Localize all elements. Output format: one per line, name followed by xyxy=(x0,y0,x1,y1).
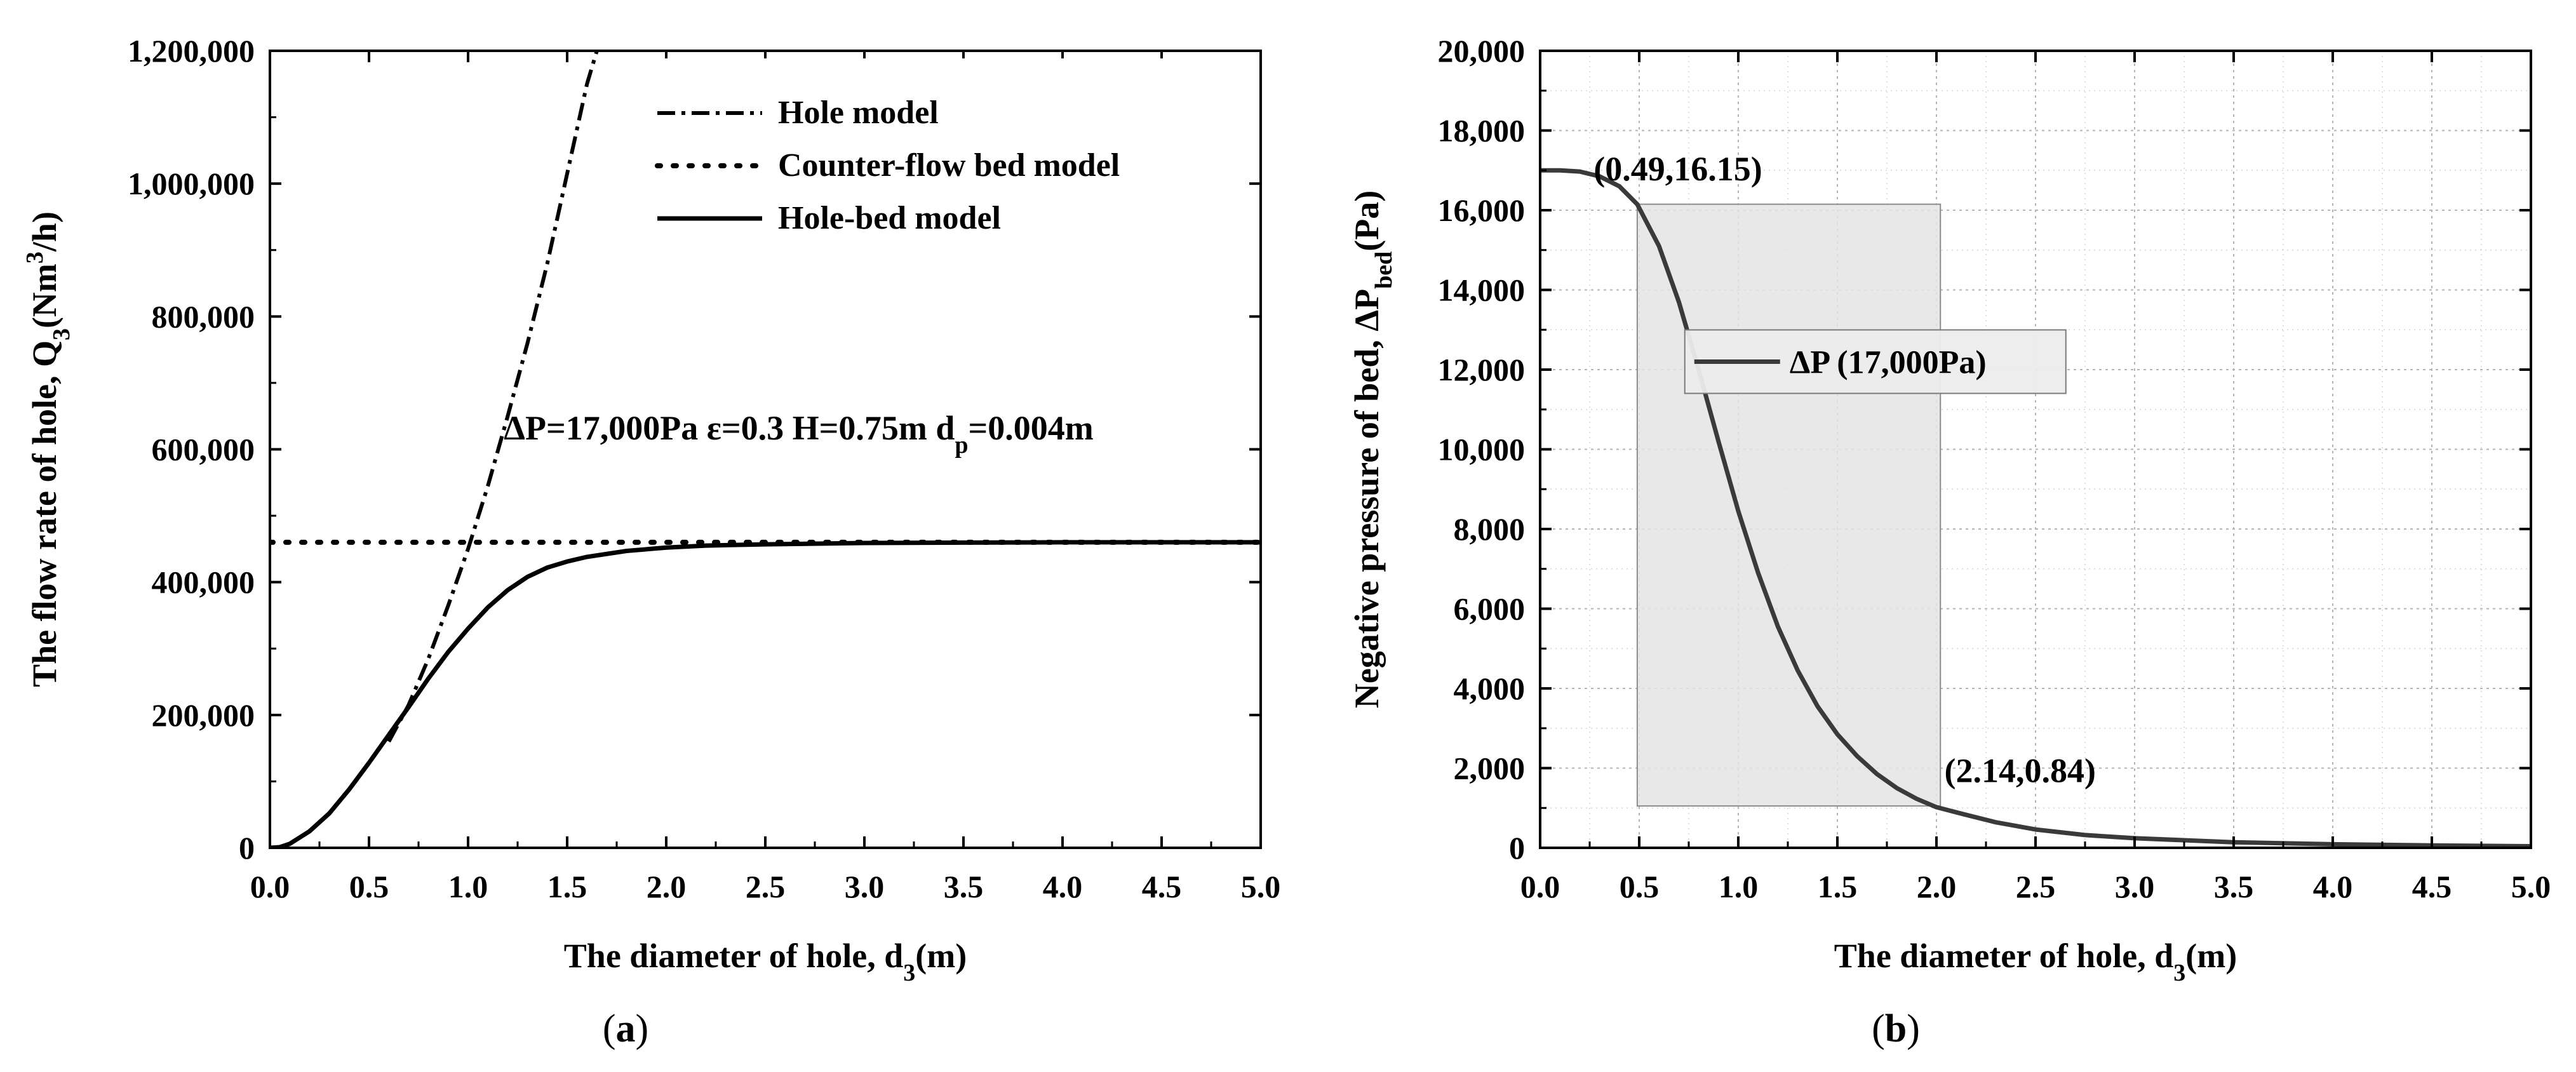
y-axis-label-sub: 3 xyxy=(48,328,75,340)
x-tick-label: 4.0 xyxy=(2313,869,2353,904)
panel-caption: (a) xyxy=(603,1007,648,1050)
y-axis-label-sup: 3 xyxy=(22,251,48,264)
y-tick-label: 10,000 xyxy=(1438,432,1526,467)
series-group xyxy=(270,51,1261,848)
y-tick-label: 200,000 xyxy=(152,697,255,733)
x-tick-label: 0.0 xyxy=(250,869,290,904)
series-line-p-17-000pa xyxy=(1540,168,2531,848)
x-tick-label: 3.5 xyxy=(944,869,984,904)
y-tick-label: 8,000 xyxy=(1454,511,1526,547)
series-group xyxy=(1540,168,2531,848)
chart-panel-b: 0.0 0.5 1.0 1.5 2.0 2.5 3.0 3.5 4.0 4.5 5.0 0 2,000 4… xyxy=(1348,33,2551,1050)
x-tick-label: 4.5 xyxy=(1142,869,1182,904)
shaded-region xyxy=(1636,203,1942,807)
legend-label: ΔP (17,000Pa) xyxy=(1790,344,1987,380)
y-tick-label: 0 xyxy=(1509,830,1525,866)
y-axis-label: Negative pressure of bed, ΔPbed(Pa) xyxy=(1348,191,1397,708)
x-tick-label: 3.0 xyxy=(2115,869,2155,904)
caption-paren: ) xyxy=(636,1007,649,1050)
y-tick-label: 800,000 xyxy=(152,298,255,334)
x-tick-label: 1.0 xyxy=(1719,869,1759,904)
y-tick-label: 600,000 xyxy=(152,432,255,467)
caption-letter: b xyxy=(1885,1007,1907,1050)
y-tick-label: 2,000 xyxy=(1454,751,1526,786)
x-tick-label: 0.5 xyxy=(349,869,389,904)
annotation-tail: =0.004m xyxy=(969,409,1094,447)
y-tick-label: 20,000 xyxy=(1438,33,1526,69)
x-tick-label: 1.0 xyxy=(448,869,488,904)
legend-label: Counter-flow bed model xyxy=(778,147,1120,184)
y-axis-label-main: Negative pressure of bed, ΔP xyxy=(1348,289,1386,708)
x-tick-label: 2.5 xyxy=(2016,869,2056,904)
legend: ΔP (17,000Pa) xyxy=(1684,329,2067,394)
parameter-annotation: ΔP=17,000Pa ε=0.3 H=0.75m dp=0.004m xyxy=(504,409,1094,459)
y-tick-label: 4,000 xyxy=(1454,671,1526,706)
y-axis-label-tail: (Pa) xyxy=(1348,191,1386,251)
legend: Hole model Counter-flow bed model Hole-bed… xyxy=(641,58,1213,249)
legend-label: Hole model xyxy=(778,95,939,131)
y-tick-label: 400,000 xyxy=(152,565,255,600)
caption-paren: ) xyxy=(1907,1007,1920,1050)
x-tick-label: 4.5 xyxy=(2412,869,2452,904)
x-tick-label: 3.5 xyxy=(2214,869,2254,904)
y-axis-label-tail: /h) xyxy=(25,211,64,252)
x-tick-label: 2.0 xyxy=(1917,869,1957,904)
series-line-hole-bed-model xyxy=(270,540,1261,848)
ticks: 0.0 0.5 1.0 1.5 2.0 2.5 3.0 3.5 4.0 4.5 5.0 0 2,000 4… xyxy=(1438,33,2551,904)
y-tick-label: 1,000,000 xyxy=(128,166,255,201)
ticks: 0.0 0.5 1.0 1.5 2.0 2.5 3.0 3.5 4.0 4.5 5.0 0 200,00… xyxy=(128,33,1280,904)
y-axis-label-sub: bed xyxy=(1371,251,1397,289)
x-axis-label-sub: 3 xyxy=(903,960,915,986)
y-tick-label: 18,000 xyxy=(1438,113,1526,149)
caption-letter: a xyxy=(616,1007,636,1050)
series-line-hole-model xyxy=(387,51,599,743)
x-axis-label: The diameter of hole, d3(m) xyxy=(1834,937,2237,986)
x-axis-label-sub: 3 xyxy=(2173,960,2185,986)
x-tick-label: 1.5 xyxy=(1818,869,1858,904)
x-axis-label-main: The diameter of hole, d xyxy=(1834,937,2173,975)
y-axis-label: The flow rate of hole, Q3(Nm3/h) xyxy=(22,211,75,687)
x-tick-label: 1.5 xyxy=(547,869,587,904)
x-axis-label-tail: (m) xyxy=(915,937,967,975)
caption-paren: ( xyxy=(603,1007,616,1050)
x-tick-label: 2.0 xyxy=(647,869,687,904)
x-axis-label-tail: (m) xyxy=(2185,937,2237,975)
x-tick-label: 0.0 xyxy=(1520,869,1560,904)
annotation-sub: p xyxy=(955,432,968,459)
y-axis-label-main: The flow rate of hole, Q xyxy=(25,340,64,687)
y-tick-label: 1,200,000 xyxy=(128,33,255,69)
x-tick-label: 3.0 xyxy=(845,869,885,904)
legend-label: Hole-bed model xyxy=(778,200,1001,236)
panel-caption: (b) xyxy=(1872,1007,1920,1050)
x-tick-label: 5.0 xyxy=(1241,869,1281,904)
y-tick-label: 16,000 xyxy=(1438,192,1526,228)
point-annotation: (0.49,16.15) xyxy=(1593,150,1762,188)
annotation-main: ΔP=17,000Pa ε=0.3 H=0.75m d xyxy=(504,409,955,447)
point-annotation: (2.14,0.84) xyxy=(1944,751,2095,789)
chart-panel-a: 0.0 0.5 1.0 1.5 2.0 2.5 3.0 3.5 4.0 4.5 5.0 0 200,00… xyxy=(22,33,1280,1050)
y-tick-label: 14,000 xyxy=(1438,272,1526,308)
caption-paren: ( xyxy=(1872,1007,1885,1050)
y-axis-label-mid: (Nm xyxy=(25,264,64,328)
x-tick-label: 5.0 xyxy=(2511,869,2551,904)
y-tick-label: 6,000 xyxy=(1454,591,1526,627)
y-tick-label: 0 xyxy=(239,830,255,866)
y-tick-label: 12,000 xyxy=(1438,352,1526,387)
x-tick-label: 0.5 xyxy=(1620,869,1660,904)
x-axis-label-main: The diameter of hole, d xyxy=(564,937,903,975)
x-tick-label: 2.5 xyxy=(746,869,786,904)
x-tick-label: 4.0 xyxy=(1043,869,1083,904)
x-axis-label: The diameter of hole, d3(m) xyxy=(564,937,967,986)
